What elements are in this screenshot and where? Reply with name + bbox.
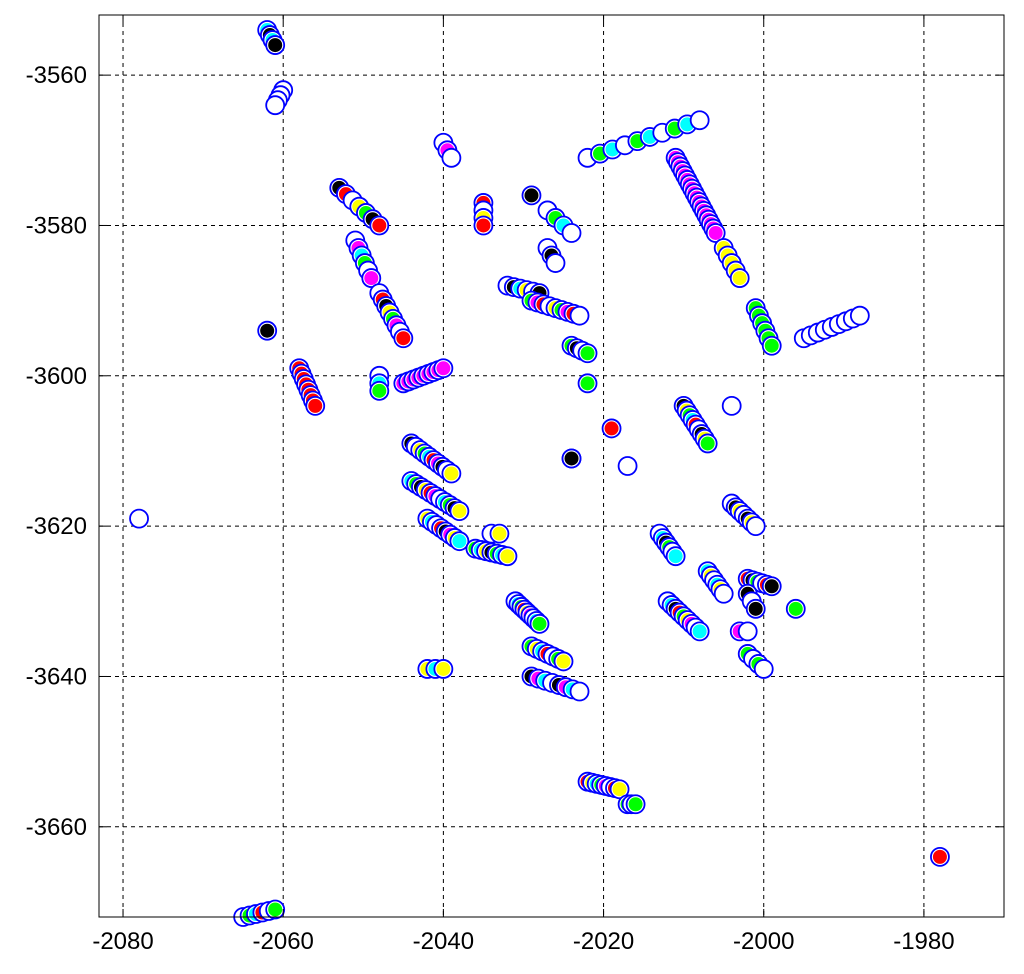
data-point xyxy=(740,624,755,639)
data-point xyxy=(572,308,587,323)
y-tick-label: -3640 xyxy=(26,663,87,690)
tick-marks xyxy=(99,15,1004,917)
x-tick-label: -2020 xyxy=(573,928,634,955)
data-point xyxy=(268,902,283,917)
data-point xyxy=(372,383,387,398)
data-point xyxy=(436,361,451,376)
data-point xyxy=(732,271,747,286)
data-point xyxy=(564,225,579,240)
y-tick-label: -3600 xyxy=(26,363,87,390)
data-point xyxy=(268,98,283,113)
data-point xyxy=(756,661,771,676)
data-point xyxy=(764,579,779,594)
y-tick-label: -3620 xyxy=(26,513,87,540)
data-point xyxy=(396,331,411,346)
data-point xyxy=(476,218,491,233)
data-point xyxy=(524,188,539,203)
data-point xyxy=(724,398,739,413)
data-point xyxy=(692,113,707,128)
data-point xyxy=(716,586,731,601)
data-point xyxy=(748,519,763,534)
data-point xyxy=(308,398,323,413)
data-point xyxy=(620,459,635,473)
data-point xyxy=(604,421,619,436)
data-point xyxy=(556,654,571,669)
x-tick-label: -2000 xyxy=(733,928,794,955)
data-point xyxy=(564,451,579,466)
data-point xyxy=(364,271,379,286)
x-axis-tick-labels: -2080 -2060 -2040 -2020 -2000 -1980 xyxy=(92,928,954,955)
data-point xyxy=(452,534,467,549)
data-point xyxy=(708,225,723,240)
y-tick-label: -3660 xyxy=(26,814,87,841)
x-tick-label: -2080 xyxy=(92,928,153,955)
data-point xyxy=(132,511,147,526)
data-point xyxy=(580,346,595,361)
x-tick-label: -2040 xyxy=(413,928,474,955)
y-tick-label: -3580 xyxy=(26,212,87,239)
data-point xyxy=(372,218,387,233)
data-point xyxy=(788,601,803,616)
data-point xyxy=(532,616,547,631)
data-point xyxy=(444,466,459,481)
x-tick-label: -2060 xyxy=(253,928,314,955)
data-point xyxy=(764,338,779,353)
x-tick-label: -1980 xyxy=(893,928,954,955)
data-point xyxy=(260,323,275,338)
data-point xyxy=(436,661,451,676)
data-point xyxy=(628,797,643,812)
data-point xyxy=(748,601,763,616)
data-point xyxy=(668,549,683,564)
data-point xyxy=(932,849,947,864)
data-point xyxy=(500,549,515,564)
data-points xyxy=(129,20,950,927)
data-point xyxy=(492,526,507,541)
data-point xyxy=(452,504,467,519)
y-tick-label: -3560 xyxy=(26,62,87,89)
data-point xyxy=(572,684,587,699)
data-point xyxy=(268,38,283,53)
y-axis-tick-labels: -3560 -3580 -3600 -3620 -3640 -3660 xyxy=(26,62,87,841)
data-point xyxy=(444,150,459,165)
data-point xyxy=(852,308,867,323)
data-point xyxy=(548,256,563,271)
data-point xyxy=(612,782,627,797)
plot-frame xyxy=(98,14,1005,918)
data-point xyxy=(692,624,707,639)
data-point xyxy=(580,376,595,391)
data-point xyxy=(700,436,715,451)
